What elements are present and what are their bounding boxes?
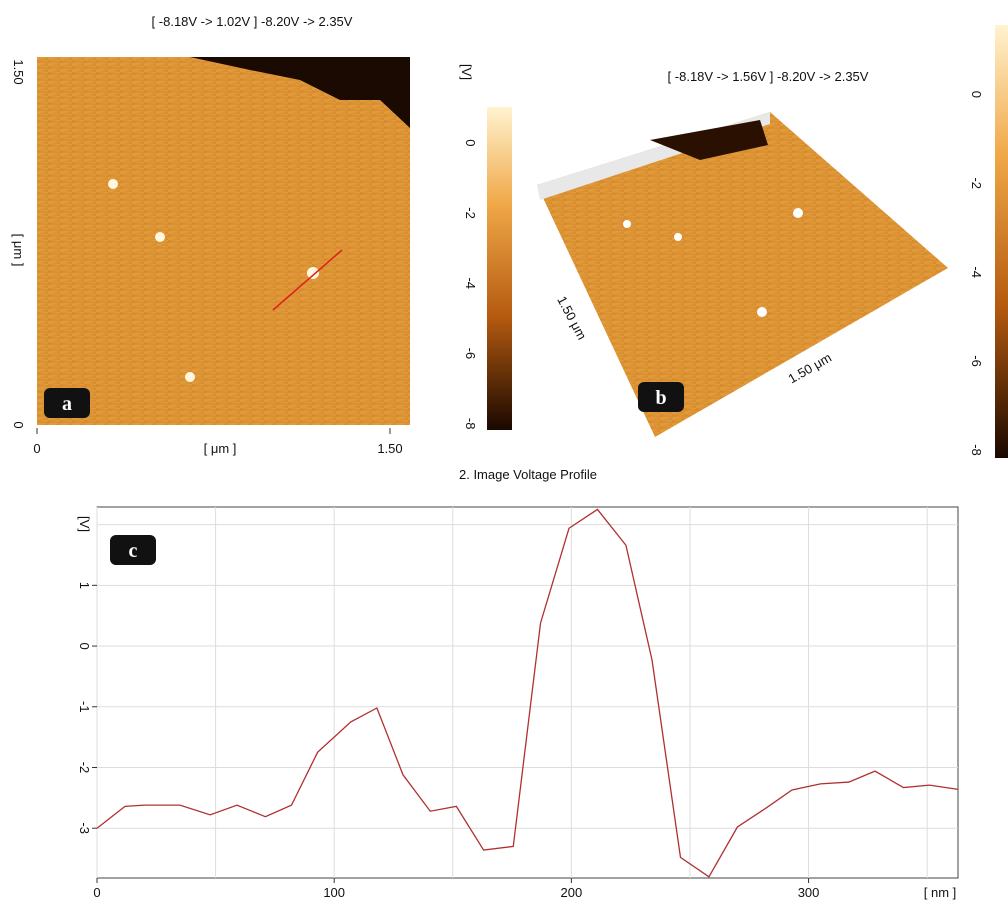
afm-image: [37, 57, 410, 425]
colorbar-tick-label: -6: [969, 355, 984, 367]
colorbar-tick-label: -8: [463, 418, 478, 430]
colorbar: [487, 107, 512, 430]
x-tick-label: 300: [798, 885, 820, 900]
particle: [307, 267, 319, 279]
x-tick-label: 0: [33, 441, 40, 456]
y-tick-label: 0: [77, 642, 92, 649]
particle: [674, 233, 682, 241]
particle: [793, 208, 803, 218]
side-label: 1.50 μm: [554, 294, 589, 343]
y-tick-label: 0: [11, 421, 26, 428]
colorbar-tick-label: 0: [969, 91, 984, 98]
colorbar: [995, 25, 1008, 458]
x-tick-label: 0: [93, 885, 100, 900]
colorbar-tick-label: -6: [463, 348, 478, 360]
x-tick-label: 1.50: [377, 441, 402, 456]
x-tick-label: 100: [323, 885, 345, 900]
colorbar-tick-label: 0: [463, 139, 478, 146]
x-axis-label: [ nm ]: [924, 885, 957, 900]
afm-3d-surface: [537, 112, 948, 437]
colorbar-tick-label: -4: [969, 266, 984, 278]
particle: [623, 220, 631, 228]
colorbar-tick-label: -8: [969, 444, 984, 456]
y-tick-label: 1: [77, 582, 92, 589]
y-axis-label: [V]: [77, 516, 92, 532]
panel-b: [ -8.18V -> 1.56V ] -8.20V -> 2.35V b 1.…: [537, 69, 948, 437]
colorbar-tick-label: -4: [463, 277, 478, 289]
y-tick-label: -1: [77, 701, 92, 713]
y-tick-label: 1.50: [11, 59, 26, 84]
y-axis-label: [ μm ]: [11, 234, 26, 267]
panel-a: [ -8.18V -> 1.02V ] -8.20V -> 2.35V a [ …: [11, 14, 410, 456]
panel-label: c: [129, 540, 138, 562]
figure: [ -8.18V -> 1.02V ] -8.20V -> 2.35V a [ …: [0, 0, 1008, 905]
particle: [757, 307, 767, 317]
chart-title: 2. Image Voltage Profile: [459, 467, 597, 482]
colorbar-tick-label: -2: [969, 177, 984, 189]
y-tick-label: -2: [77, 762, 92, 774]
particle: [155, 232, 165, 242]
plot-frame: [97, 507, 958, 878]
colorbar-tick-label: -2: [463, 207, 478, 219]
particle: [108, 179, 118, 189]
panel-title: [ -8.18V -> 1.02V ] -8.20V -> 2.35V: [152, 14, 353, 29]
panel-label: a: [62, 393, 72, 415]
particle: [185, 372, 195, 382]
x-axis-label: [ μm ]: [204, 441, 237, 456]
panel-title: [ -8.18V -> 1.56V ] -8.20V -> 2.35V: [668, 69, 869, 84]
panel-label: b: [655, 387, 666, 409]
x-tick-label: 200: [561, 885, 583, 900]
y-tick-label: -3: [77, 822, 92, 834]
colorbar-unit: [V]: [459, 64, 474, 80]
